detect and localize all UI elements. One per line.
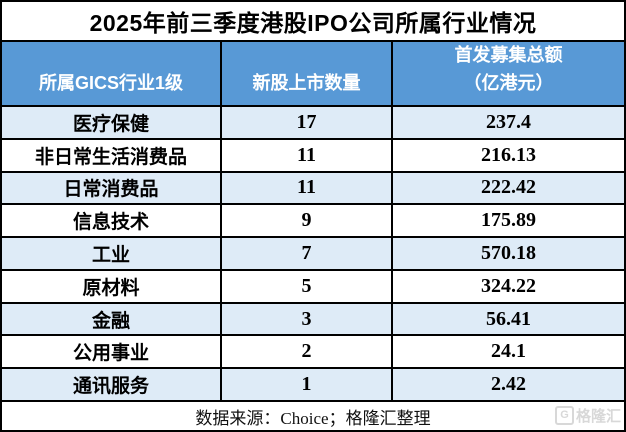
count-cell: 11 xyxy=(222,172,393,204)
data-source-text: 数据来源：Choice；格隆汇整理 xyxy=(195,408,431,428)
table-row: 日常消费品 11 222.42 xyxy=(2,172,624,206)
industry-cell: 通讯服务 xyxy=(2,369,222,401)
table-row: 金融 3 56.41 xyxy=(2,303,624,337)
column-header-industry-label: 所属GICS行业1级 xyxy=(38,73,184,94)
industry-cell: 非日常生活消费品 xyxy=(2,139,222,171)
amount-cell: 222.42 xyxy=(481,176,536,199)
column-header-amount-line2: （亿港元） xyxy=(463,73,554,94)
amount-cell: 324.22 xyxy=(481,274,536,297)
count-cell: 9 xyxy=(222,205,393,237)
table-row: 公用事业 2 24.1 xyxy=(2,336,624,370)
column-header-count: 新股上市数量 xyxy=(222,42,393,105)
industry-cell: 原材料 xyxy=(2,270,222,302)
amount-cell: 237.4 xyxy=(486,110,531,133)
industry-cell: 信息技术 xyxy=(2,205,222,237)
count-cell: 7 xyxy=(222,238,393,269)
count-cell: 1 xyxy=(222,369,393,401)
count-cell: 5 xyxy=(222,270,393,302)
count-cell: 2 xyxy=(222,336,393,368)
amount-cell: 2.42 xyxy=(491,373,526,396)
count-cell: 3 xyxy=(222,303,393,335)
column-header-count-label: 新股上市数量 xyxy=(252,73,361,94)
amount-cell: 570.18 xyxy=(481,242,536,265)
table-body: 医疗保健 17 237.4 非日常生活消费品 11 216.13 日常消费品 11 222.42… xyxy=(2,107,624,403)
column-header-amount: 首发募集总额 （亿港元） xyxy=(393,42,624,105)
table-row: 非日常生活消费品 11 216.13 xyxy=(2,139,624,173)
table-row: 信息技术 9 175.89 xyxy=(2,205,624,239)
column-header-amount-line1: 首发募集总额 xyxy=(454,45,563,66)
count-cell: 11 xyxy=(222,139,393,171)
amount-cell: 175.89 xyxy=(481,209,536,232)
data-source-footer: 数据来源：Choice；格隆汇整理 xyxy=(2,402,624,430)
page-title: 2025年前三季度港股IPO公司所属行业情况 xyxy=(2,2,624,42)
count-cell: 17 xyxy=(222,107,393,138)
industry-cell: 医疗保健 xyxy=(2,107,222,138)
table-header-row: 所属GICS行业1级 新股上市数量 首发募集总额 （亿港元） xyxy=(2,42,624,107)
industry-cell: 金融 xyxy=(2,303,222,335)
table-row: 工业 7 570.18 xyxy=(2,238,624,271)
column-header-industry: 所属GICS行业1级 xyxy=(2,42,222,105)
amount-cell: 56.41 xyxy=(486,307,531,330)
industry-cell: 工业 xyxy=(2,238,222,269)
table-row: 医疗保健 17 237.4 xyxy=(2,107,624,140)
table-row: 原材料 5 324.22 xyxy=(2,270,624,304)
amount-cell: 216.13 xyxy=(481,143,536,166)
industry-cell: 公用事业 xyxy=(2,336,222,368)
industry-cell: 日常消费品 xyxy=(2,172,222,204)
table-row: 通讯服务 1 2.42 xyxy=(2,369,624,403)
amount-cell: 24.1 xyxy=(491,340,526,363)
